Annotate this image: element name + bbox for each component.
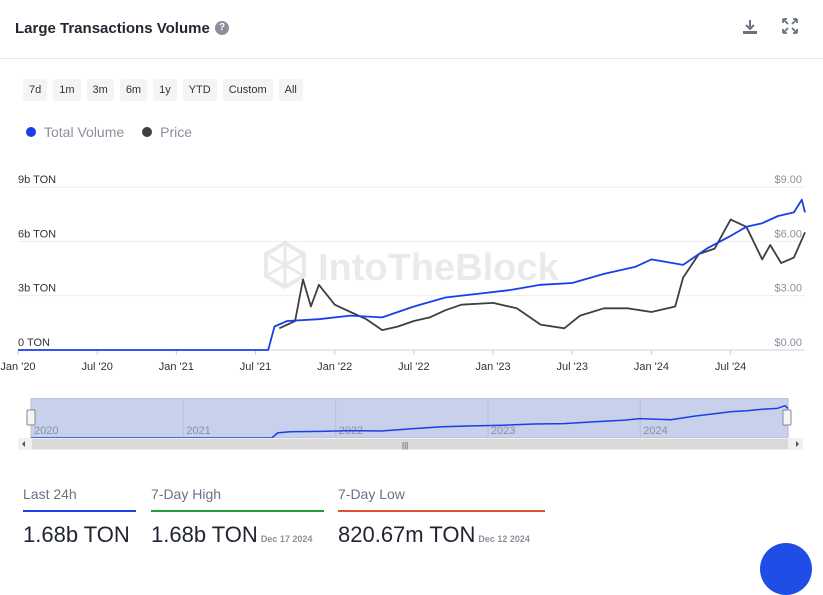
- legend-dot-price: [142, 127, 153, 137]
- stat-date: Dec 17 2024: [260, 534, 313, 544]
- series-line-total-volume[interactable]: [18, 198, 806, 351]
- series-line-price[interactable]: [278, 218, 806, 331]
- stat-value-text: 820.67m TON: [338, 522, 476, 547]
- stat-value: 1.68b TON: [23, 522, 136, 548]
- navigator-year-label: 2024: [643, 425, 667, 437]
- y-axis-right: $0.00 $3.00 $6.00 $9.00: [774, 174, 802, 349]
- x-tick-label: Jan '23: [475, 361, 510, 373]
- stat-7day-low: 7-Day Low 820.67m TON Dec 12 2024: [338, 486, 545, 548]
- y-right-tick-label: $0.00: [774, 337, 802, 349]
- main-chart: IntoTheBlock 0 TON 3b TON 6b TON 9b TON $0.…: [0, 174, 806, 373]
- stat-value: 1.68b TON Dec 17 2024: [151, 522, 324, 548]
- stat-label: Last 24h: [23, 486, 77, 502]
- legend-label-total-volume: Total Volume: [44, 124, 125, 140]
- watermark: IntoTheBlock: [264, 240, 560, 290]
- x-tick-label: Jul '20: [81, 361, 112, 373]
- y-right-tick-label: $6.00: [774, 228, 802, 240]
- download-icon[interactable]: [740, 18, 760, 38]
- navigator-labels: 2020 2021 2022 2023 2024: [34, 425, 668, 437]
- navigator-right-handle[interactable]: [782, 409, 792, 426]
- stat-7day-high: 7-Day High 1.68b TON Dec 17 2024: [151, 486, 324, 548]
- card-header: Large Transactions Volume ?: [0, 0, 823, 59]
- stat-underline: [338, 510, 545, 512]
- range-selector: 7d 1m 3m 6m 1y YTD Custom All: [23, 79, 303, 101]
- x-tick-label: Jul '22: [398, 361, 429, 373]
- watermark-text: IntoTheBlock: [318, 247, 560, 289]
- scroll-right-arrow-icon[interactable]: [796, 441, 799, 447]
- stat-value-text: 1.68b TON: [23, 522, 130, 547]
- x-axis: Jan '20 Jul '20 Jan '21 Jul '21 Jan '22 Jul '…: [0, 350, 746, 373]
- series-lines: [18, 198, 806, 351]
- navigator[interactable]: 2020 2021 2022 2023 2024 |||: [18, 397, 803, 450]
- legend-label-price: Price: [160, 124, 193, 140]
- x-tick-label: Jan '20: [0, 361, 35, 373]
- navigator-scroll-thumb[interactable]: [32, 439, 788, 449]
- x-tick-label: Jan '22: [317, 361, 352, 373]
- range-ytd-button[interactable]: YTD: [182, 79, 217, 101]
- scroll-left-arrow-icon[interactable]: [22, 441, 25, 447]
- range-1m-button[interactable]: 1m: [53, 79, 81, 101]
- y-left-tick-label: 3b TON: [18, 283, 56, 295]
- navigator-svg: 2020 2021 2022 2023 2024 |||: [18, 397, 803, 450]
- chart-title: Large Transactions Volume: [15, 20, 210, 37]
- stat-date: Dec 12 2024: [478, 534, 530, 544]
- y-right-tick-label: $3.00: [774, 283, 802, 295]
- stat-underline: [23, 510, 136, 512]
- x-tick-label: Jul '24: [715, 361, 746, 373]
- x-tick-label: Jan '24: [634, 361, 669, 373]
- expand-icon[interactable]: [780, 18, 800, 38]
- range-3m-button[interactable]: 3m: [86, 79, 114, 101]
- legend-item-total-volume[interactable]: Total Volume: [26, 124, 124, 140]
- y-left-tick-label: 6b TON: [18, 228, 56, 240]
- x-tick-label: Jul '23: [556, 361, 587, 373]
- range-all-button[interactable]: All: [278, 79, 303, 101]
- navigator-selection[interactable]: [30, 397, 789, 439]
- y-axis-left: 0 TON 3b TON 6b TON 9b TON: [18, 174, 56, 349]
- navigator-year-label: 2020: [34, 425, 58, 437]
- gridlines: [18, 186, 805, 351]
- stat-value: 820.67m TON Dec 12 2024: [338, 522, 545, 548]
- stat-label: 7-Day Low: [338, 486, 405, 502]
- stat-last-24h: Last 24h 1.68b TON: [23, 486, 136, 548]
- legend-item-price[interactable]: Price: [142, 124, 192, 140]
- y-left-tick-label: 9b TON: [18, 174, 56, 186]
- chat-button[interactable]: [760, 543, 812, 595]
- x-tick-label: Jul '21: [240, 361, 271, 373]
- y-left-tick-label: 0 TON: [18, 337, 50, 349]
- range-custom-button[interactable]: Custom: [222, 79, 273, 101]
- stat-label: 7-Day High: [151, 486, 222, 502]
- navigator-left-handle[interactable]: [26, 409, 36, 426]
- chart-legend: Total Volume Price: [26, 124, 192, 140]
- stat-underline: [151, 510, 324, 512]
- y-right-tick-label: $9.00: [774, 174, 802, 186]
- range-1y-button[interactable]: 1y: [153, 79, 177, 101]
- x-tick-label: Jan '21: [159, 361, 194, 373]
- range-6m-button[interactable]: 6m: [119, 79, 148, 101]
- range-7d-button[interactable]: 7d: [23, 79, 48, 101]
- navigator-year-label: 2021: [186, 425, 210, 437]
- scroll-grip: |||: [402, 441, 408, 450]
- help-icon[interactable]: ?: [215, 21, 229, 35]
- navigator-line: [31, 404, 789, 439]
- navigator-year-label: 2023: [491, 425, 515, 437]
- legend-dot-total-volume: [26, 127, 36, 137]
- stat-value-text: 1.68b TON: [151, 522, 258, 547]
